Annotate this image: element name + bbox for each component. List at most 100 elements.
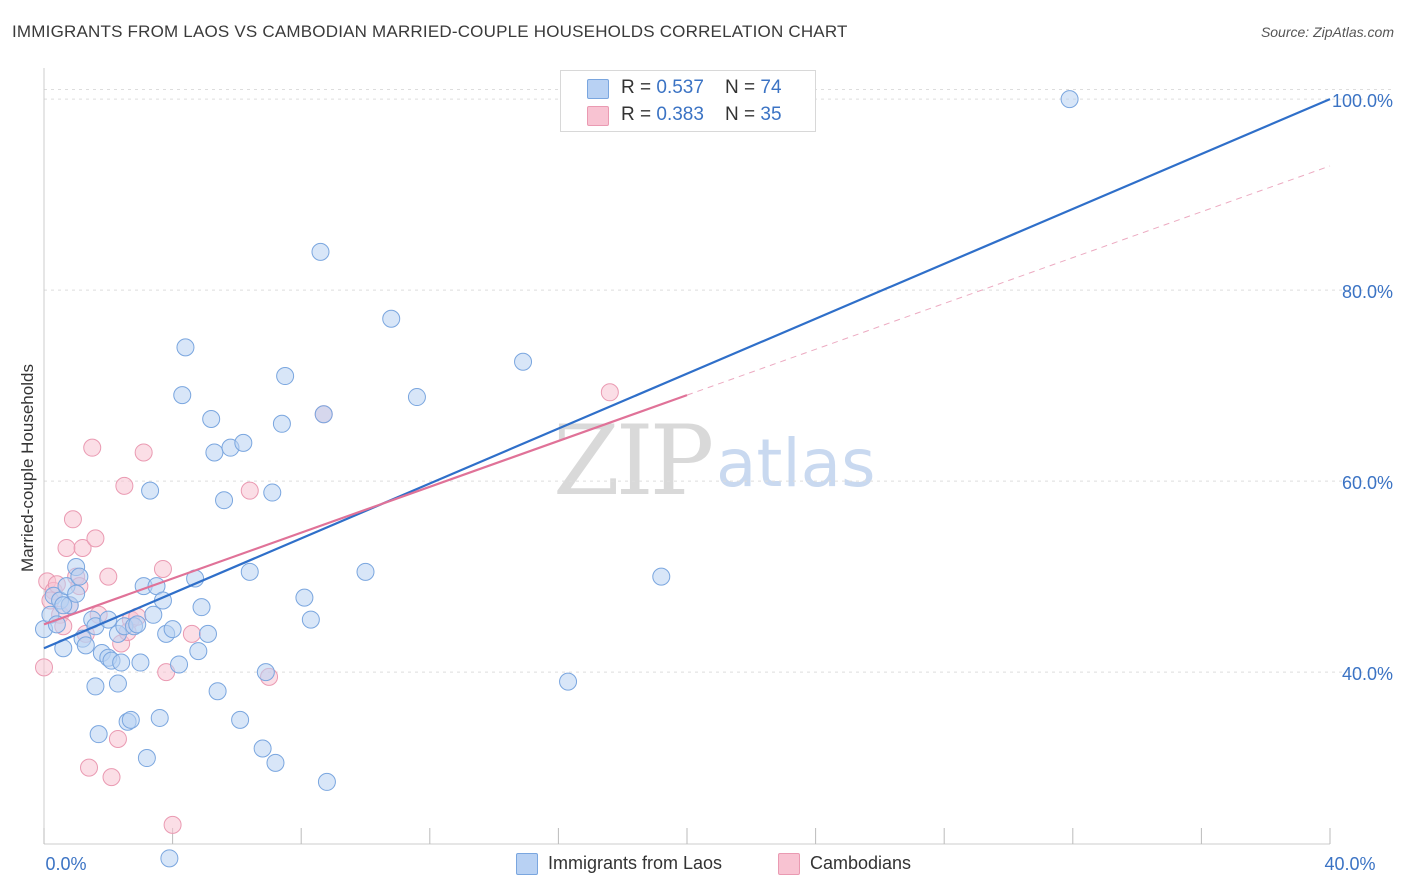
laos-point xyxy=(256,663,275,682)
laos-point xyxy=(176,338,195,357)
y-tick-label: 80.0% xyxy=(1342,282,1393,302)
n-label: N = xyxy=(725,77,761,98)
cambodians-point xyxy=(86,529,105,548)
watermark-zip: ZIP xyxy=(553,405,714,517)
y-tick-label: 40.0% xyxy=(1342,664,1393,684)
laos-point xyxy=(89,725,108,744)
laos-point xyxy=(234,433,253,452)
laos-point xyxy=(276,367,295,386)
laos-point xyxy=(76,636,95,655)
laos-point xyxy=(314,405,333,424)
laos-point xyxy=(137,749,156,768)
tick-labels: 40.0% 60.0% 80.0% 100.0% 0.0% 40.0% xyxy=(45,91,1393,874)
laos-trend-line xyxy=(43,98,1331,650)
laos-point xyxy=(163,620,182,639)
laos-point xyxy=(263,483,282,502)
source-link[interactable]: ZipAtlas.com xyxy=(1313,24,1394,40)
r-value: 0.537 xyxy=(656,77,704,98)
y-tick-label: 60.0% xyxy=(1342,473,1393,493)
cambodians-legend-swatch xyxy=(778,853,800,875)
laos-point xyxy=(514,352,533,371)
laos-point xyxy=(150,708,169,727)
laos-point xyxy=(205,443,224,462)
laos-point xyxy=(121,710,140,729)
source-prefix: Source: xyxy=(1260,24,1314,40)
laos-point xyxy=(559,672,578,691)
cambodians-trend-extension xyxy=(686,165,1331,396)
trend-lines xyxy=(43,98,1331,650)
source-credit: Source: ZipAtlas.com xyxy=(1261,24,1394,40)
laos-point xyxy=(407,388,426,407)
x-tick-label: 0.0% xyxy=(45,854,86,874)
cambodians-point xyxy=(108,729,127,748)
cambodians-point xyxy=(153,559,172,578)
laos-point xyxy=(128,615,147,634)
laos-point xyxy=(108,674,127,693)
cambodians-point xyxy=(80,758,99,777)
laos-point xyxy=(240,562,259,581)
laos-point xyxy=(356,562,375,581)
x-tick-label: 40.0% xyxy=(1324,854,1375,874)
laos-point xyxy=(382,309,401,328)
cambodians-swatch xyxy=(587,106,609,126)
laos-point xyxy=(301,610,320,629)
laos-point xyxy=(272,414,291,433)
n-value: 74 xyxy=(760,77,782,98)
laos-point xyxy=(131,653,150,672)
y-axis-label: Married-couple Households xyxy=(18,364,37,572)
n-value: 35 xyxy=(760,104,782,125)
laos-point xyxy=(253,739,272,758)
r-label: R = xyxy=(621,77,657,98)
n-label: N = xyxy=(725,104,761,125)
cambodians-point xyxy=(182,624,201,643)
laos-point xyxy=(173,386,192,405)
laos-point xyxy=(202,410,221,429)
laos-point xyxy=(311,242,330,261)
laos-point xyxy=(208,682,227,701)
laos-point xyxy=(231,710,250,729)
cambodians-point xyxy=(240,481,259,500)
laos-point xyxy=(317,772,336,791)
laos-point xyxy=(54,596,73,615)
legend-label-cambodians: Cambodians xyxy=(810,853,912,873)
laos-point xyxy=(198,624,217,643)
laos-point xyxy=(295,588,314,607)
cambodians-point xyxy=(57,538,76,557)
laos-point xyxy=(192,598,211,617)
laos-point xyxy=(70,567,89,586)
legend-label-laos: Immigrants from Laos xyxy=(548,853,723,873)
y-tick-label: 100.0% xyxy=(1332,91,1393,111)
cambodians-trend-line xyxy=(43,394,688,626)
cambodians-point xyxy=(134,443,153,462)
laos-point xyxy=(160,849,179,868)
cambodians-point xyxy=(115,476,134,495)
r-value: 0.383 xyxy=(656,104,704,125)
laos-point xyxy=(189,642,208,661)
stats-legend: R = 0.537 N = 74 R = 0.383 N = 35 xyxy=(560,70,816,132)
laos-swatch xyxy=(587,79,609,99)
r-label: R = xyxy=(621,104,657,125)
cambodians-point xyxy=(102,768,121,787)
cambodians-point xyxy=(99,567,118,586)
cambodians-point xyxy=(35,658,53,677)
cambodians-point xyxy=(83,438,102,457)
laos-points xyxy=(35,90,1079,868)
laos-point xyxy=(1060,90,1079,109)
series-legend: Immigrants from Laos Cambodians xyxy=(0,852,1406,878)
cambodians-point xyxy=(73,538,92,557)
laos-point xyxy=(266,753,285,772)
laos-point xyxy=(112,653,131,672)
cambodians-point xyxy=(600,383,619,402)
watermark-atlas: atlas xyxy=(716,425,876,502)
laos-point xyxy=(47,615,66,634)
chart-title: IMMIGRANTS FROM LAOS VS CAMBODIAN MARRIE… xyxy=(12,22,848,41)
cambodians-point xyxy=(63,510,82,529)
cambodians-point xyxy=(163,815,182,834)
laos-point xyxy=(652,567,671,586)
laos-point xyxy=(141,481,160,500)
laos-point xyxy=(86,677,105,696)
laos-point xyxy=(67,584,86,603)
gridlines xyxy=(44,89,1394,673)
laos-point xyxy=(170,655,189,674)
